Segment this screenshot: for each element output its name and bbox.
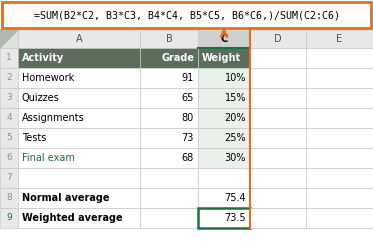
Text: Final exam: Final exam — [22, 153, 75, 163]
Bar — [250, 188, 306, 208]
Text: 8: 8 — [6, 194, 12, 202]
Bar — [140, 48, 198, 68]
Text: 30%: 30% — [225, 153, 246, 163]
Text: 73.5: 73.5 — [225, 213, 246, 223]
Bar — [140, 88, 198, 108]
Bar — [140, 128, 198, 148]
Bar — [0, 30, 18, 48]
Bar — [0, 168, 18, 188]
Text: B: B — [166, 34, 172, 44]
Text: 3: 3 — [6, 93, 12, 103]
Bar — [250, 30, 306, 48]
Bar — [306, 108, 373, 128]
Bar — [18, 108, 140, 128]
Bar — [0, 108, 18, 128]
Text: 75.4: 75.4 — [225, 193, 246, 203]
Text: 6: 6 — [6, 154, 12, 163]
Text: 4: 4 — [6, 113, 12, 123]
Text: 80: 80 — [182, 113, 194, 123]
Text: Tests: Tests — [22, 133, 46, 143]
Bar — [18, 188, 140, 208]
Text: 7: 7 — [6, 173, 12, 183]
Text: 73: 73 — [182, 133, 194, 143]
Text: 20%: 20% — [225, 113, 246, 123]
Bar — [198, 168, 250, 188]
Bar — [198, 30, 250, 48]
Bar — [18, 88, 140, 108]
Bar — [198, 108, 250, 128]
Bar — [306, 68, 373, 88]
Text: 68: 68 — [182, 153, 194, 163]
Polygon shape — [0, 30, 18, 48]
Bar — [140, 68, 198, 88]
Text: Assignments: Assignments — [22, 113, 85, 123]
Bar — [198, 188, 250, 208]
Bar — [250, 68, 306, 88]
Bar — [0, 188, 18, 208]
Text: =SUM(B2*C2, B3*C3, B4*C4, B5*C5, B6*C6,)/SUM(C2:C6): =SUM(B2*C2, B3*C3, B4*C4, B5*C5, B6*C6,)… — [34, 10, 339, 20]
Text: Weighted average: Weighted average — [22, 213, 123, 223]
Text: Quizzes: Quizzes — [22, 93, 60, 103]
Bar — [140, 108, 198, 128]
Bar — [140, 188, 198, 208]
Bar — [250, 148, 306, 168]
Bar — [198, 208, 250, 228]
Bar — [0, 88, 18, 108]
Bar — [250, 88, 306, 108]
Text: D: D — [274, 34, 282, 44]
Bar — [0, 208, 18, 228]
Bar — [250, 168, 306, 188]
Bar — [18, 128, 140, 148]
Bar — [198, 48, 250, 68]
Bar — [198, 88, 250, 108]
Text: A: A — [76, 34, 82, 44]
Bar — [140, 30, 198, 48]
Bar — [18, 68, 140, 88]
Bar — [198, 128, 250, 148]
Bar — [306, 188, 373, 208]
Text: 15%: 15% — [225, 93, 246, 103]
Text: Activity: Activity — [22, 53, 64, 63]
Bar — [306, 30, 373, 48]
Text: 1: 1 — [6, 53, 12, 62]
Bar — [18, 48, 140, 68]
Bar — [306, 88, 373, 108]
Bar — [0, 128, 18, 148]
Bar — [250, 48, 306, 68]
Text: 2: 2 — [6, 74, 12, 82]
Text: 5: 5 — [6, 134, 12, 142]
Bar — [0, 148, 18, 168]
Bar — [250, 128, 306, 148]
Bar — [250, 208, 306, 228]
Text: Weight: Weight — [202, 53, 241, 63]
Bar — [140, 148, 198, 168]
Bar — [18, 168, 140, 188]
Bar — [198, 68, 250, 88]
Bar — [0, 48, 18, 68]
Text: Homework: Homework — [22, 73, 74, 83]
Text: 91: 91 — [182, 73, 194, 83]
Bar — [0, 68, 18, 88]
Bar — [306, 168, 373, 188]
Bar — [306, 148, 373, 168]
Bar — [18, 30, 140, 48]
Bar — [140, 208, 198, 228]
Bar — [18, 208, 140, 228]
Text: 10%: 10% — [225, 73, 246, 83]
Bar — [306, 128, 373, 148]
Text: E: E — [336, 34, 342, 44]
Text: 65: 65 — [182, 93, 194, 103]
FancyBboxPatch shape — [2, 2, 371, 28]
Bar — [306, 208, 373, 228]
Bar — [140, 168, 198, 188]
Text: Grade: Grade — [162, 53, 195, 63]
Bar — [306, 48, 373, 68]
Text: 25%: 25% — [225, 133, 246, 143]
Text: C: C — [220, 34, 228, 44]
Bar — [198, 148, 250, 168]
Text: Normal average: Normal average — [22, 193, 110, 203]
Bar — [250, 108, 306, 128]
Text: 9: 9 — [6, 214, 12, 222]
Bar — [18, 148, 140, 168]
